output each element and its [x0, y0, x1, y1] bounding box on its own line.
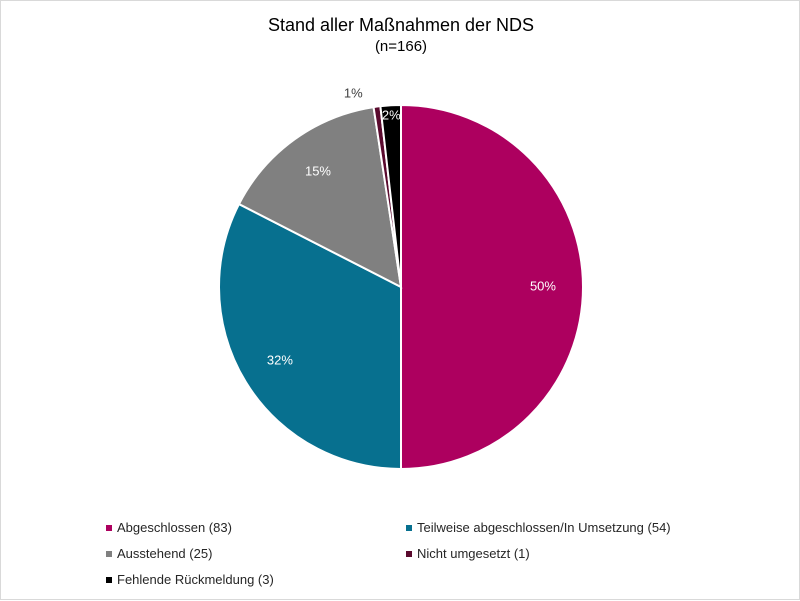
chart-title: Stand aller Maßnahmen der NDS	[267, 15, 535, 35]
legend-label: Ausstehend (25)	[117, 546, 213, 561]
legend-label: Abgeschlossen (83)	[117, 520, 232, 535]
legend-swatch-fehlende-rueckmeldung	[106, 576, 112, 583]
legend-label: Nicht umgesetzt (1)	[417, 546, 530, 561]
legend-swatch-abgeschlossen	[106, 524, 112, 531]
data-label-nicht-umgesetzt: 1%	[344, 85, 363, 100]
data-label-ausstehend: 15%	[305, 163, 331, 178]
legend-label: Teilweise abgeschlossen/In Umsetzung (54…	[417, 520, 671, 535]
pie-slice-ausstehend	[237, 105, 403, 289]
legend-swatch-nicht-umgesetzt	[406, 550, 412, 557]
legend-swatch-ausstehend	[106, 550, 112, 557]
legend-item-nicht-umgesetzt: Nicht umgesetzt (1)	[406, 546, 530, 561]
data-label-fehlende-rueckmeldung: 2%	[382, 108, 401, 123]
chart-subtitle: (n=166)	[374, 38, 428, 55]
legend-item-fehlende-rueckmeldung: Fehlende Rückmeldung (3)	[106, 572, 274, 587]
data-label-teilweise: 32%	[267, 352, 293, 367]
pie-slice-abgeschlossen	[400, 103, 584, 471]
legend-label: Fehlende Rückmeldung (3)	[117, 572, 274, 587]
legend-item-abgeschlossen: Abgeschlossen (83)	[106, 520, 232, 535]
legend-item-teilweise: Teilweise abgeschlossen/In Umsetzung (54…	[406, 520, 671, 535]
pie-slice-fehlende-rueckmeldung	[379, 103, 402, 288]
legend-item-ausstehend: Ausstehend (25)	[106, 546, 212, 561]
data-label-abgeschlossen: 50%	[530, 278, 556, 293]
legend-swatch-teilweise	[406, 524, 412, 531]
pie-slice-teilweise	[218, 202, 402, 471]
